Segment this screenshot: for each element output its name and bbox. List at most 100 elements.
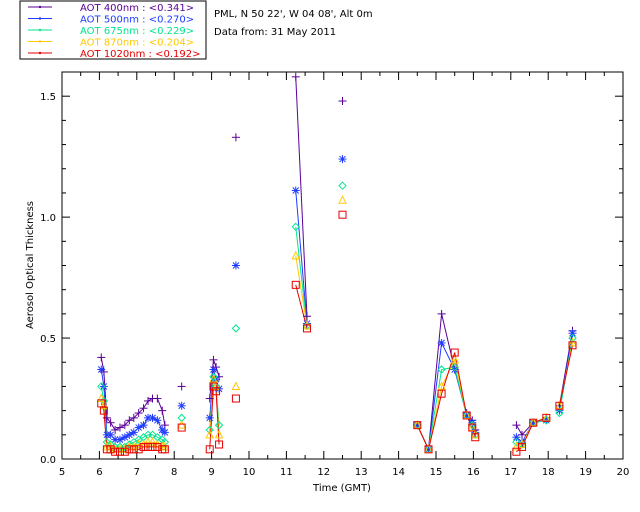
aot-870nm-point: [143, 436, 153, 446]
aot-500nm-point: [512, 433, 521, 442]
x-tick-label: 9: [208, 467, 214, 478]
aot-870nm-point: [209, 374, 218, 383]
legend-dot: [38, 5, 42, 9]
legend-entry-aot-400nm: AOT 400nm : <0.341>: [28, 3, 194, 14]
aot-400nm-point: [102, 413, 111, 422]
aot-675nm-point: [231, 324, 241, 333]
aot-500nm-point: [97, 365, 106, 374]
aot-1020nm-line: [100, 403, 165, 453]
aot-500nm-point: [99, 382, 108, 391]
aot-500nm-point: [291, 186, 300, 195]
aot-400nm-point: [134, 409, 143, 418]
aot-400nm-point: [97, 353, 106, 362]
legend-entry-aot-675nm: AOT 675nm : <0.229>: [28, 26, 194, 37]
aot-870nm-point: [205, 429, 215, 439]
aot-1020nm-point: [148, 442, 157, 451]
aot-400nm-point: [205, 394, 214, 403]
aot-870nm-point: [302, 320, 312, 330]
legend-entries: AOT 400nm : <0.341>AOT 500nm : <0.270>AO…: [28, 3, 200, 60]
legend-dot: [38, 28, 42, 32]
aot-1020nm-point: [555, 401, 564, 410]
aot-1020nm-point: [231, 394, 240, 403]
aot-400nm-line: [295, 76, 308, 317]
aot-1020nm-point: [338, 210, 347, 219]
aot-500nm-point: [205, 413, 214, 422]
x-tick-label: 6: [96, 467, 102, 478]
aot-675nm-point: [205, 425, 214, 435]
aot-1020nm-point: [471, 433, 480, 442]
aot-1020nm-point: [99, 406, 108, 415]
aot-1020nm-point: [413, 421, 422, 430]
aot-500nm-point: [450, 365, 459, 374]
aot-500nm-point: [231, 261, 240, 270]
aot-870nm-point: [437, 381, 446, 390]
x-tick-label: 10: [243, 467, 256, 478]
aot-675nm-point: [214, 420, 224, 430]
aot-1020nm-point: [529, 418, 538, 427]
x-axis: 5 6 7 8 9 10 11 12 13 14 15 16 17 18 19 20: [59, 72, 629, 478]
x-tick-label: 16: [467, 467, 480, 478]
aot-400nm-point: [158, 406, 167, 415]
aot-675nm-point: [291, 222, 300, 232]
aot-1020nm-point: [115, 447, 124, 456]
legend-label: AOT 400nm : <0.341>: [80, 3, 194, 14]
aot-675nm-point: [209, 372, 218, 381]
aot-500nm-point: [160, 428, 169, 437]
x-tick-label: 12: [317, 467, 330, 478]
aot-400nm-point: [129, 413, 138, 422]
aot-400nm-point: [512, 421, 521, 430]
aot-500nm-point: [153, 416, 162, 425]
aot-1020nm-point: [134, 445, 143, 454]
aot-1020nm-point: [542, 413, 551, 422]
aot-1020nm-point: [212, 387, 221, 396]
aot-400nm-point: [106, 418, 115, 427]
y-tick-label: 1.0: [40, 213, 56, 224]
aot-500nm-point: [209, 365, 218, 374]
legend-dot: [38, 17, 42, 20]
aot-1020nm-point: [209, 382, 218, 391]
legend-entry-aot-1020nm: AOT 1020nm : <0.192>: [28, 49, 200, 60]
aot-1020nm-point: [437, 389, 446, 398]
aot-870nm-point: [470, 429, 480, 439]
aot-675nm-point: [512, 437, 521, 447]
aot-1020nm-point: [144, 442, 153, 451]
y-tick-label: 0.0: [40, 455, 56, 466]
aot-400nm-point: [115, 423, 124, 432]
aot-400nm-point: [111, 425, 120, 434]
aot-400nm-point: [302, 312, 311, 321]
aot-1020nm-point: [177, 423, 186, 432]
aot-400nm-point: [231, 133, 240, 142]
x-tick-label: 17: [504, 467, 517, 478]
aot-870nm-point: [450, 354, 460, 364]
aot-400nm-point: [177, 382, 186, 391]
aot-1020nm-line: [558, 345, 573, 406]
legend-label: AOT 500nm : <0.270>: [80, 15, 194, 26]
aot-1020nm-point: [205, 445, 214, 454]
aot-870nm-point: [231, 381, 241, 390]
y-tick-label: 0.5: [40, 334, 56, 345]
legend-entry-aot-870nm: AOT 870nm : <0.204>: [28, 38, 194, 49]
aot-400nm-point: [120, 421, 129, 430]
aot-870nm-point: [177, 420, 186, 429]
aot-1020nm-point: [125, 445, 134, 454]
aot-1020nm-point: [568, 341, 577, 350]
x-axis-title: Time (GMT): [312, 483, 371, 494]
legend-dot: [38, 40, 42, 43]
x-tick-label: 15: [430, 467, 443, 478]
aot-1020nm-point: [291, 280, 300, 289]
aot-400nm-point: [153, 394, 162, 403]
aot-500nm-point: [177, 401, 186, 410]
aot-1020nm-point: [518, 442, 527, 451]
aot-675nm-point: [437, 365, 446, 374]
aot-400nm-point: [291, 72, 300, 81]
x-tick-label: 19: [579, 467, 592, 478]
x-tick-label: 14: [392, 467, 405, 478]
legend-label: AOT 870nm : <0.204>: [80, 38, 194, 49]
aot-870nm-point: [291, 250, 301, 260]
aot-870nm-point: [99, 400, 109, 410]
aot-1020nm-point: [302, 324, 311, 333]
aot-870nm-point: [148, 436, 157, 446]
aot-400nm-point: [209, 355, 218, 364]
date-label: Data from: 31 May 2011: [214, 27, 336, 38]
